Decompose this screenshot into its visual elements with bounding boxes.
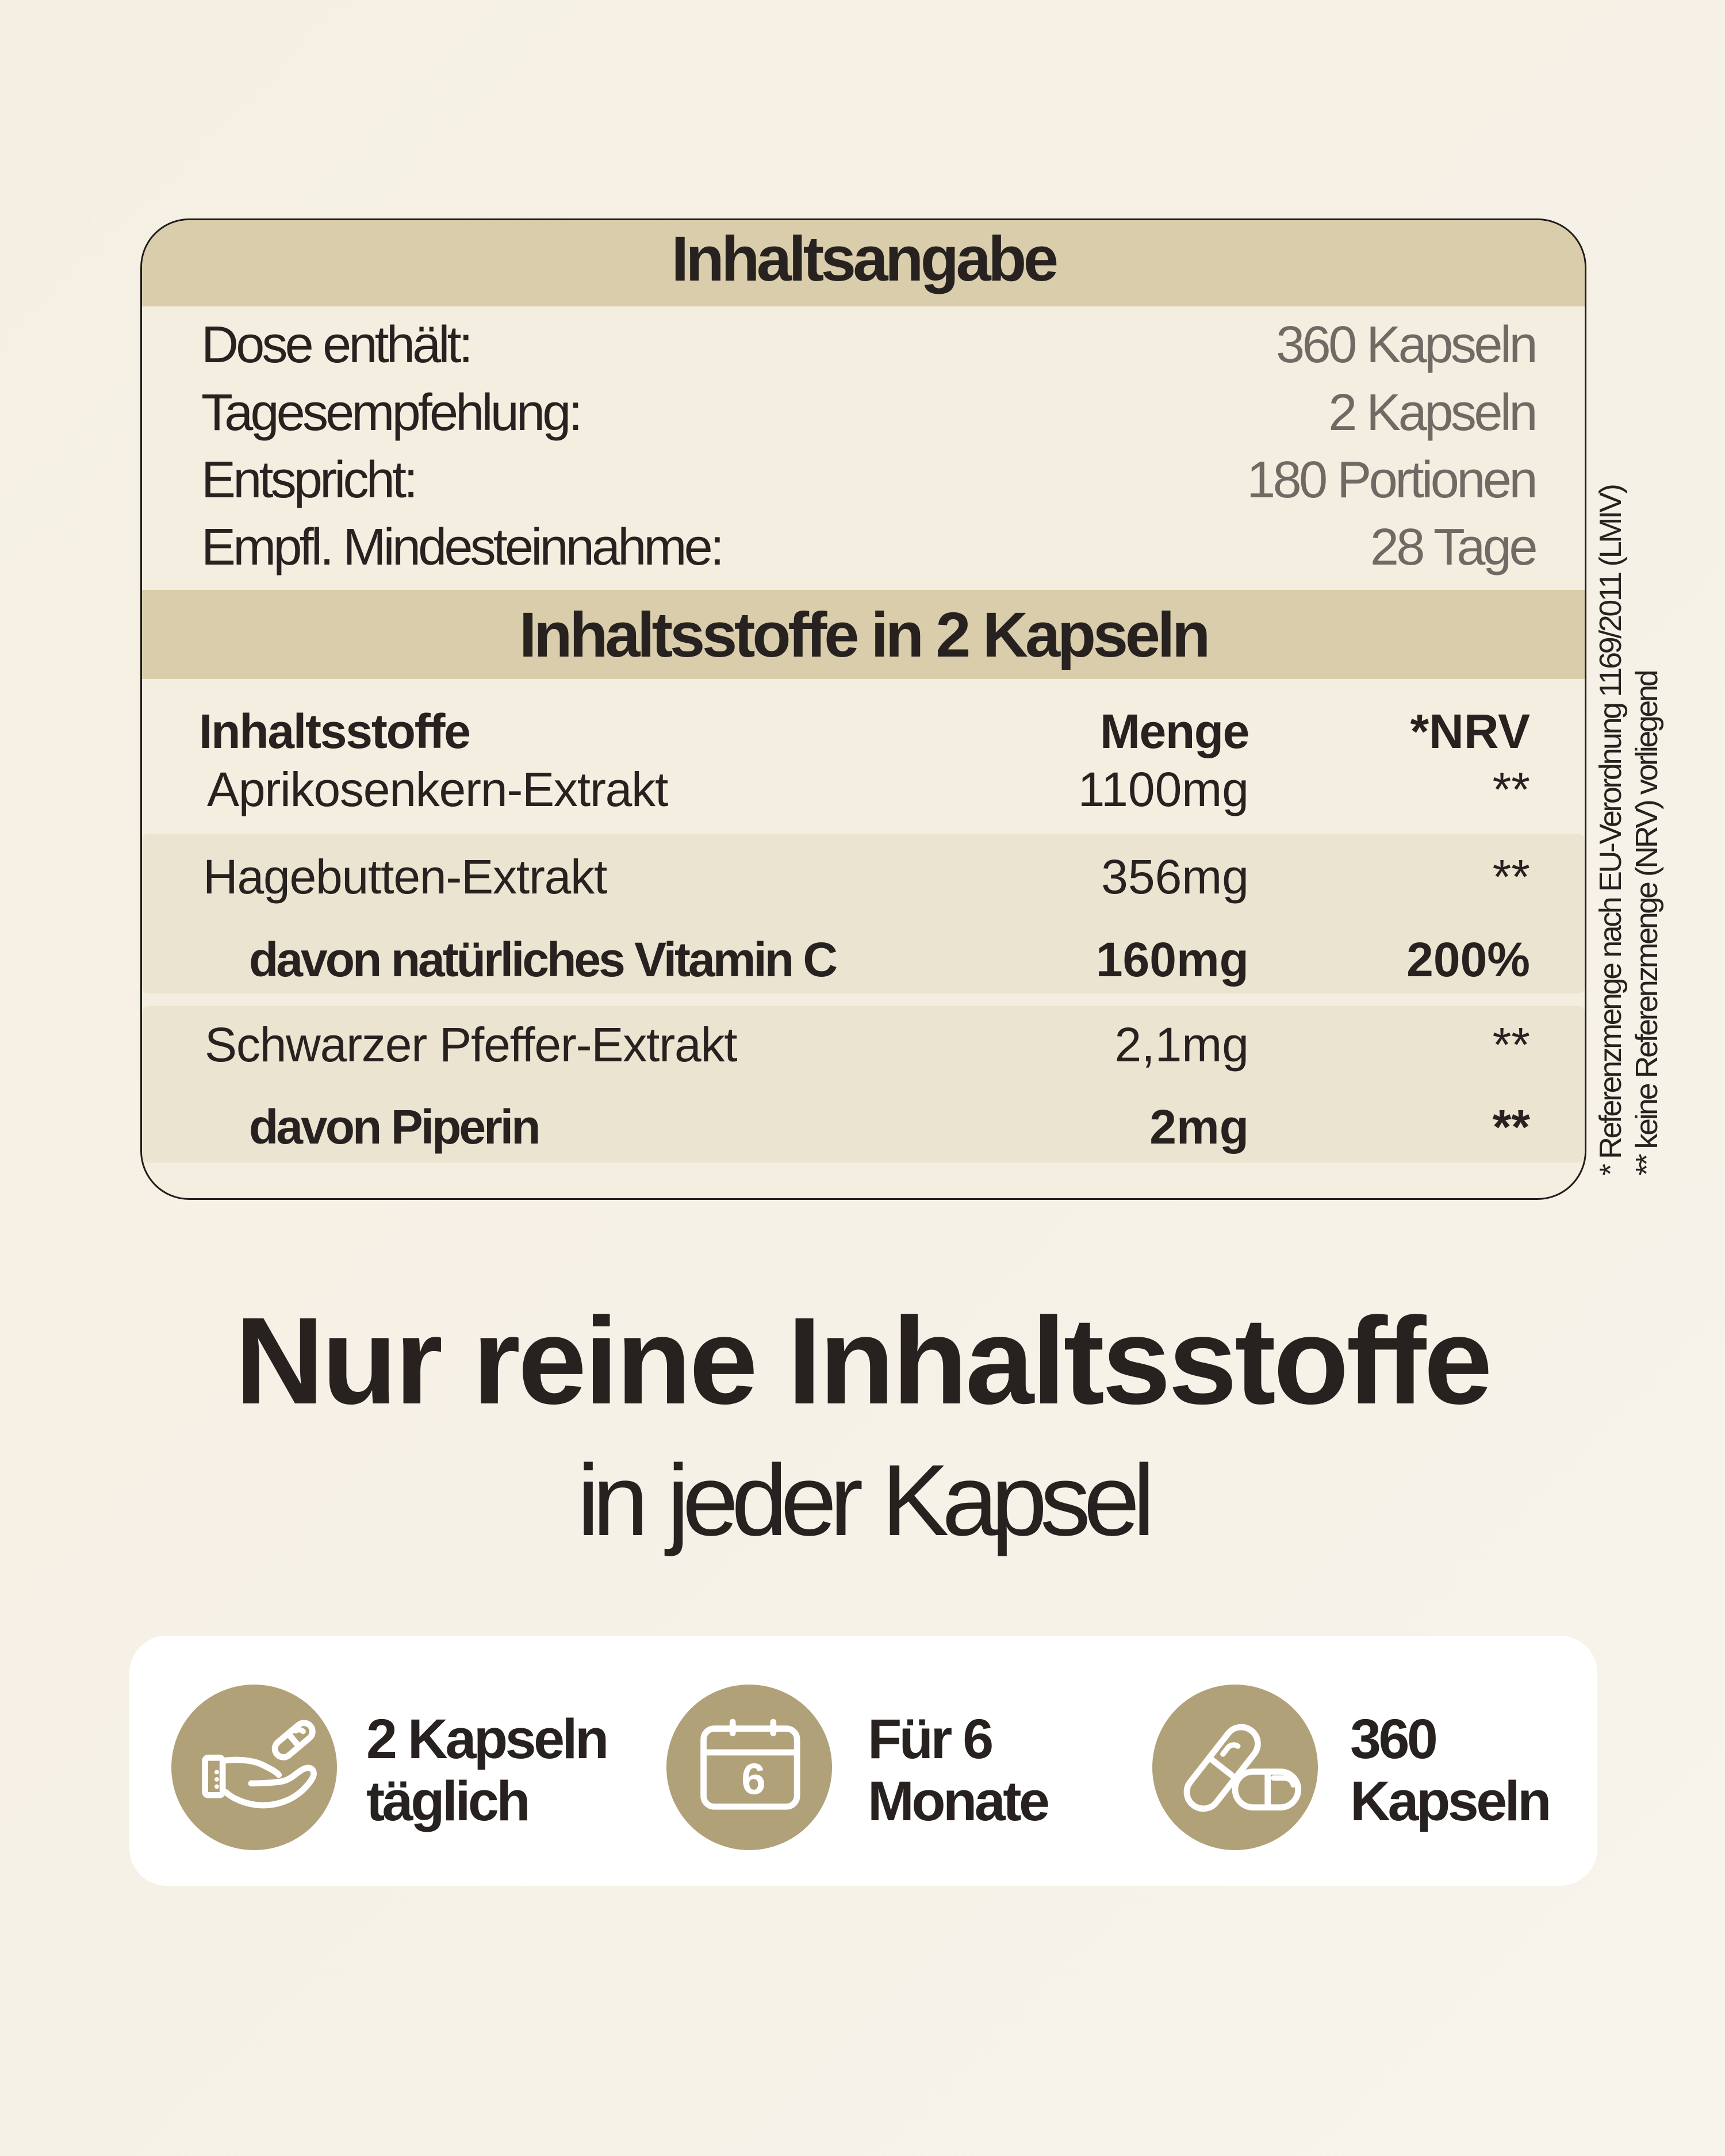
svg-text:6: 6 xyxy=(741,1755,765,1804)
